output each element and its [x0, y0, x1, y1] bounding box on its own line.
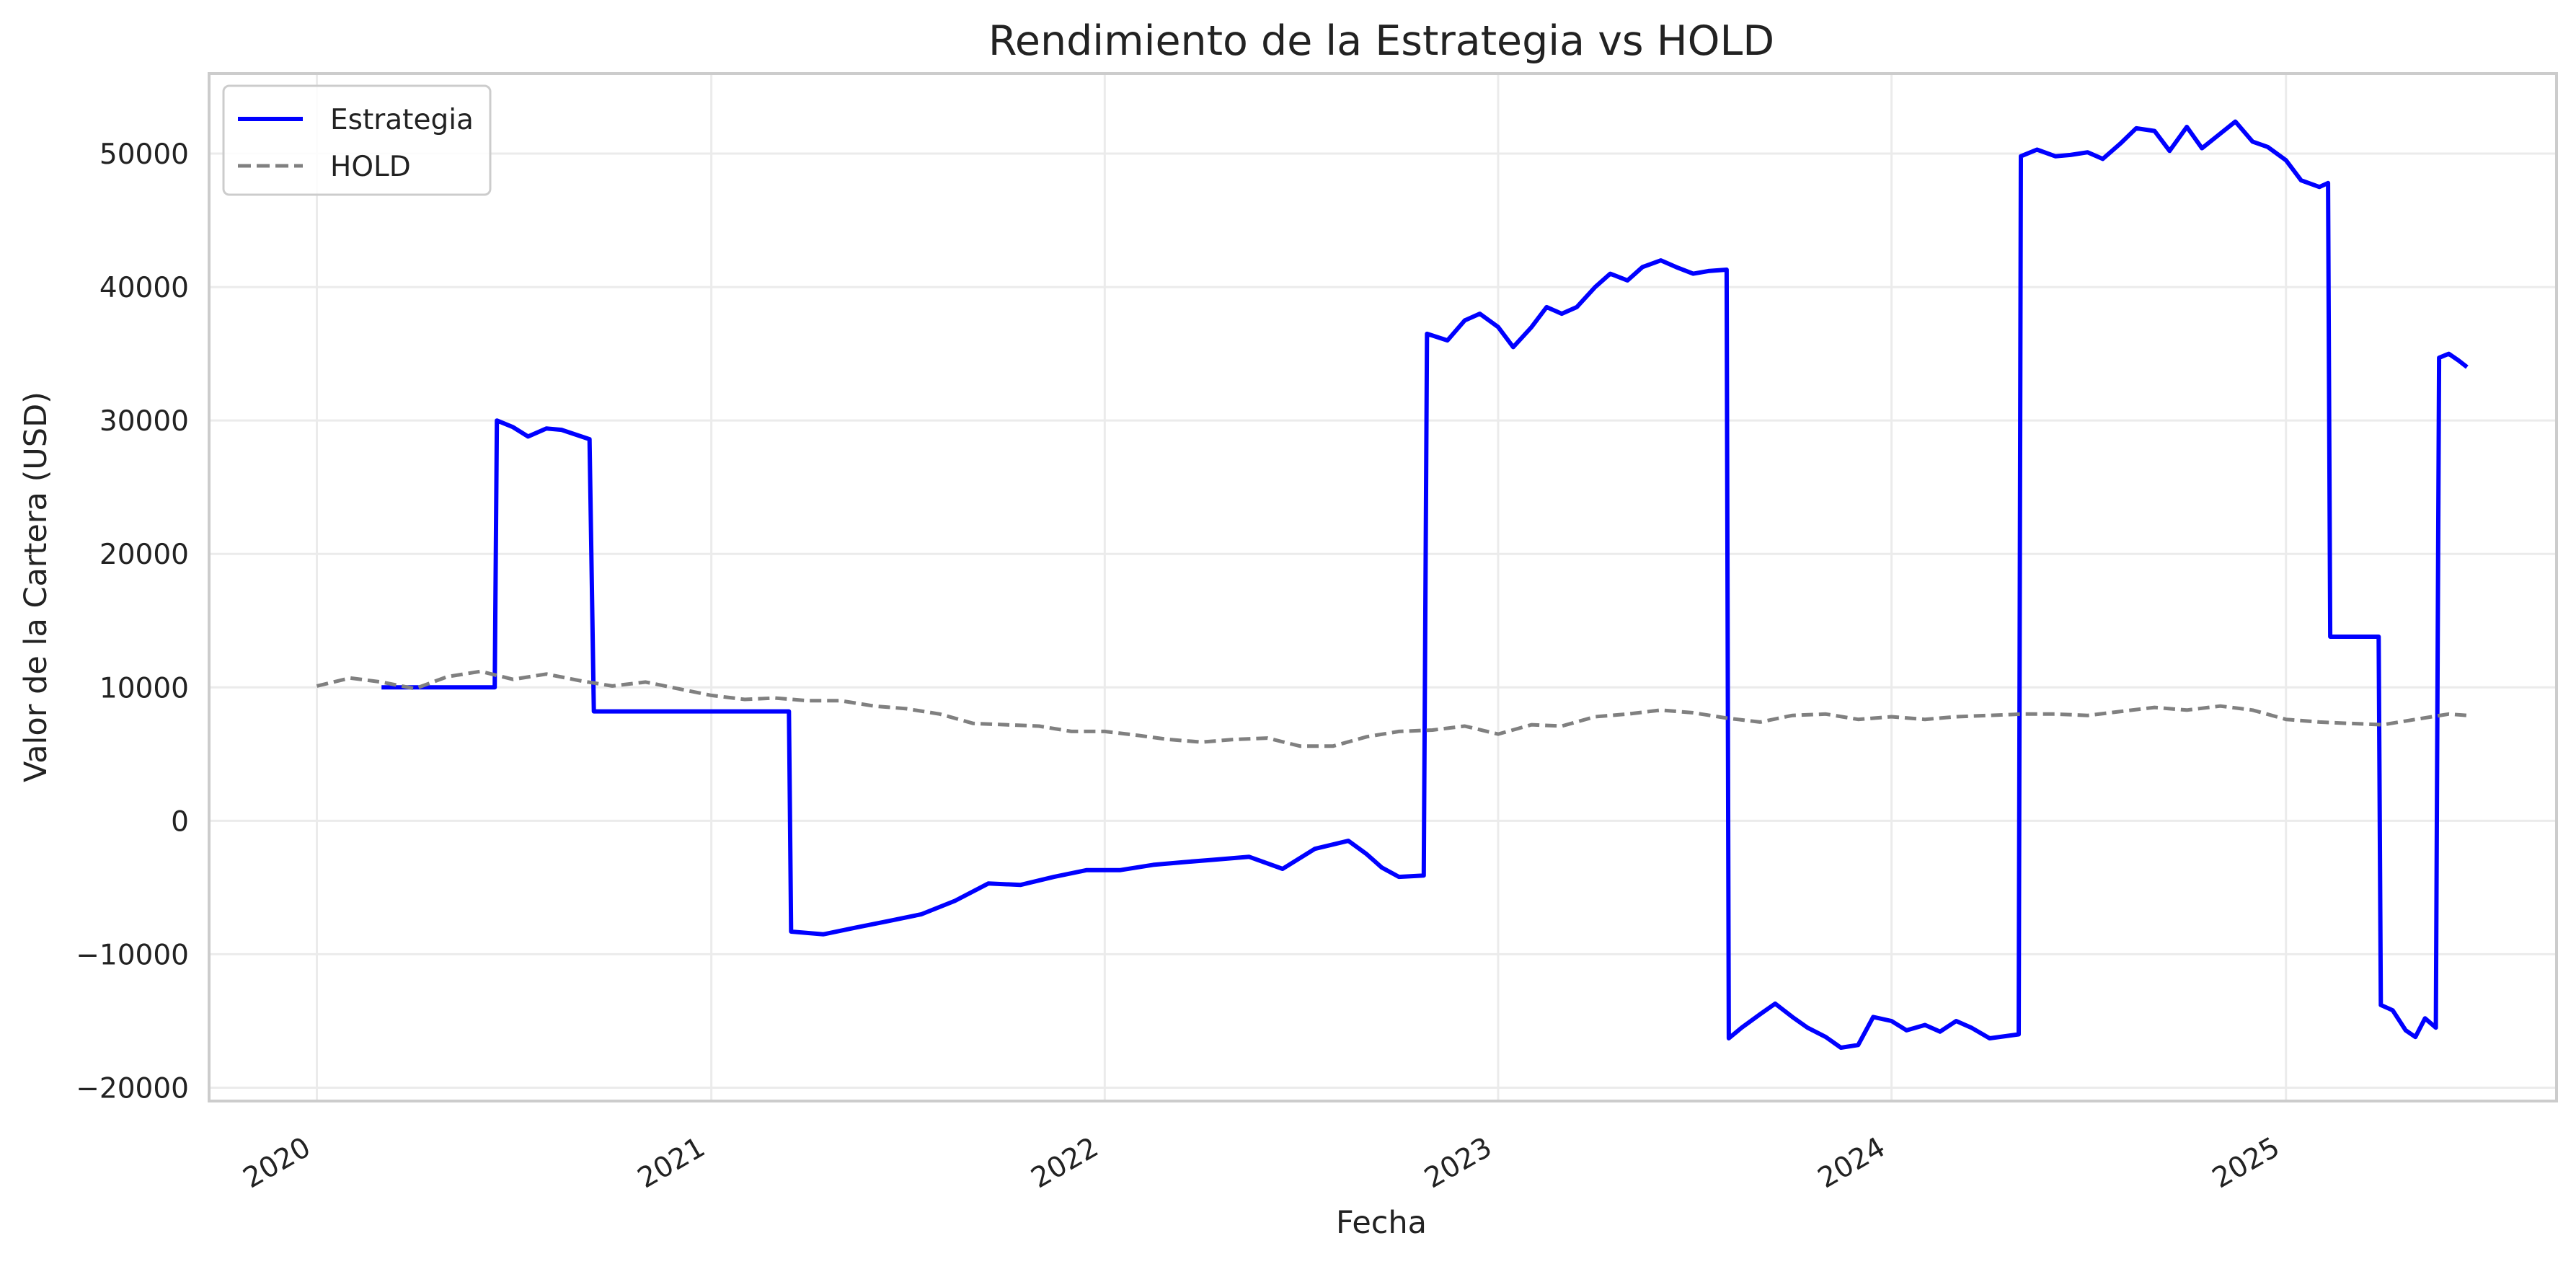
plot-frame: [208, 72, 2558, 1102]
grid-lines: [209, 74, 2557, 1101]
y-axis-ticks: −20000 −10000 0 10000 20000 30000 40000 50000: [76, 138, 189, 1105]
legend-label-hold: HOLD: [330, 151, 411, 183]
y-axis-label: Valor de la Cartera (USD): [18, 392, 54, 782]
plot-series: [316, 119, 2469, 1050]
series-line-estrategia: [381, 119, 2469, 1050]
y-tick-label: 30000: [99, 405, 189, 438]
x-axis-label: Fecha: [1336, 1205, 1427, 1241]
legend-box: [222, 84, 492, 196]
series-line-hold: [316, 669, 2468, 748]
y-tick-label: 50000: [99, 138, 189, 171]
legend: Estrategia HOLD: [222, 84, 492, 196]
y-tick-label: −10000: [76, 939, 189, 971]
chart-title: Rendimiento de la Estrategia vs HOLD: [988, 17, 1774, 65]
legend-label-estrategia: Estrategia: [330, 104, 474, 136]
y-tick-label: 0: [171, 805, 189, 838]
y-tick-label: 40000: [99, 272, 189, 304]
y-tick-label: 20000: [99, 539, 189, 571]
y-tick-label: 10000: [99, 672, 189, 704]
y-tick-label: −20000: [76, 1072, 189, 1105]
